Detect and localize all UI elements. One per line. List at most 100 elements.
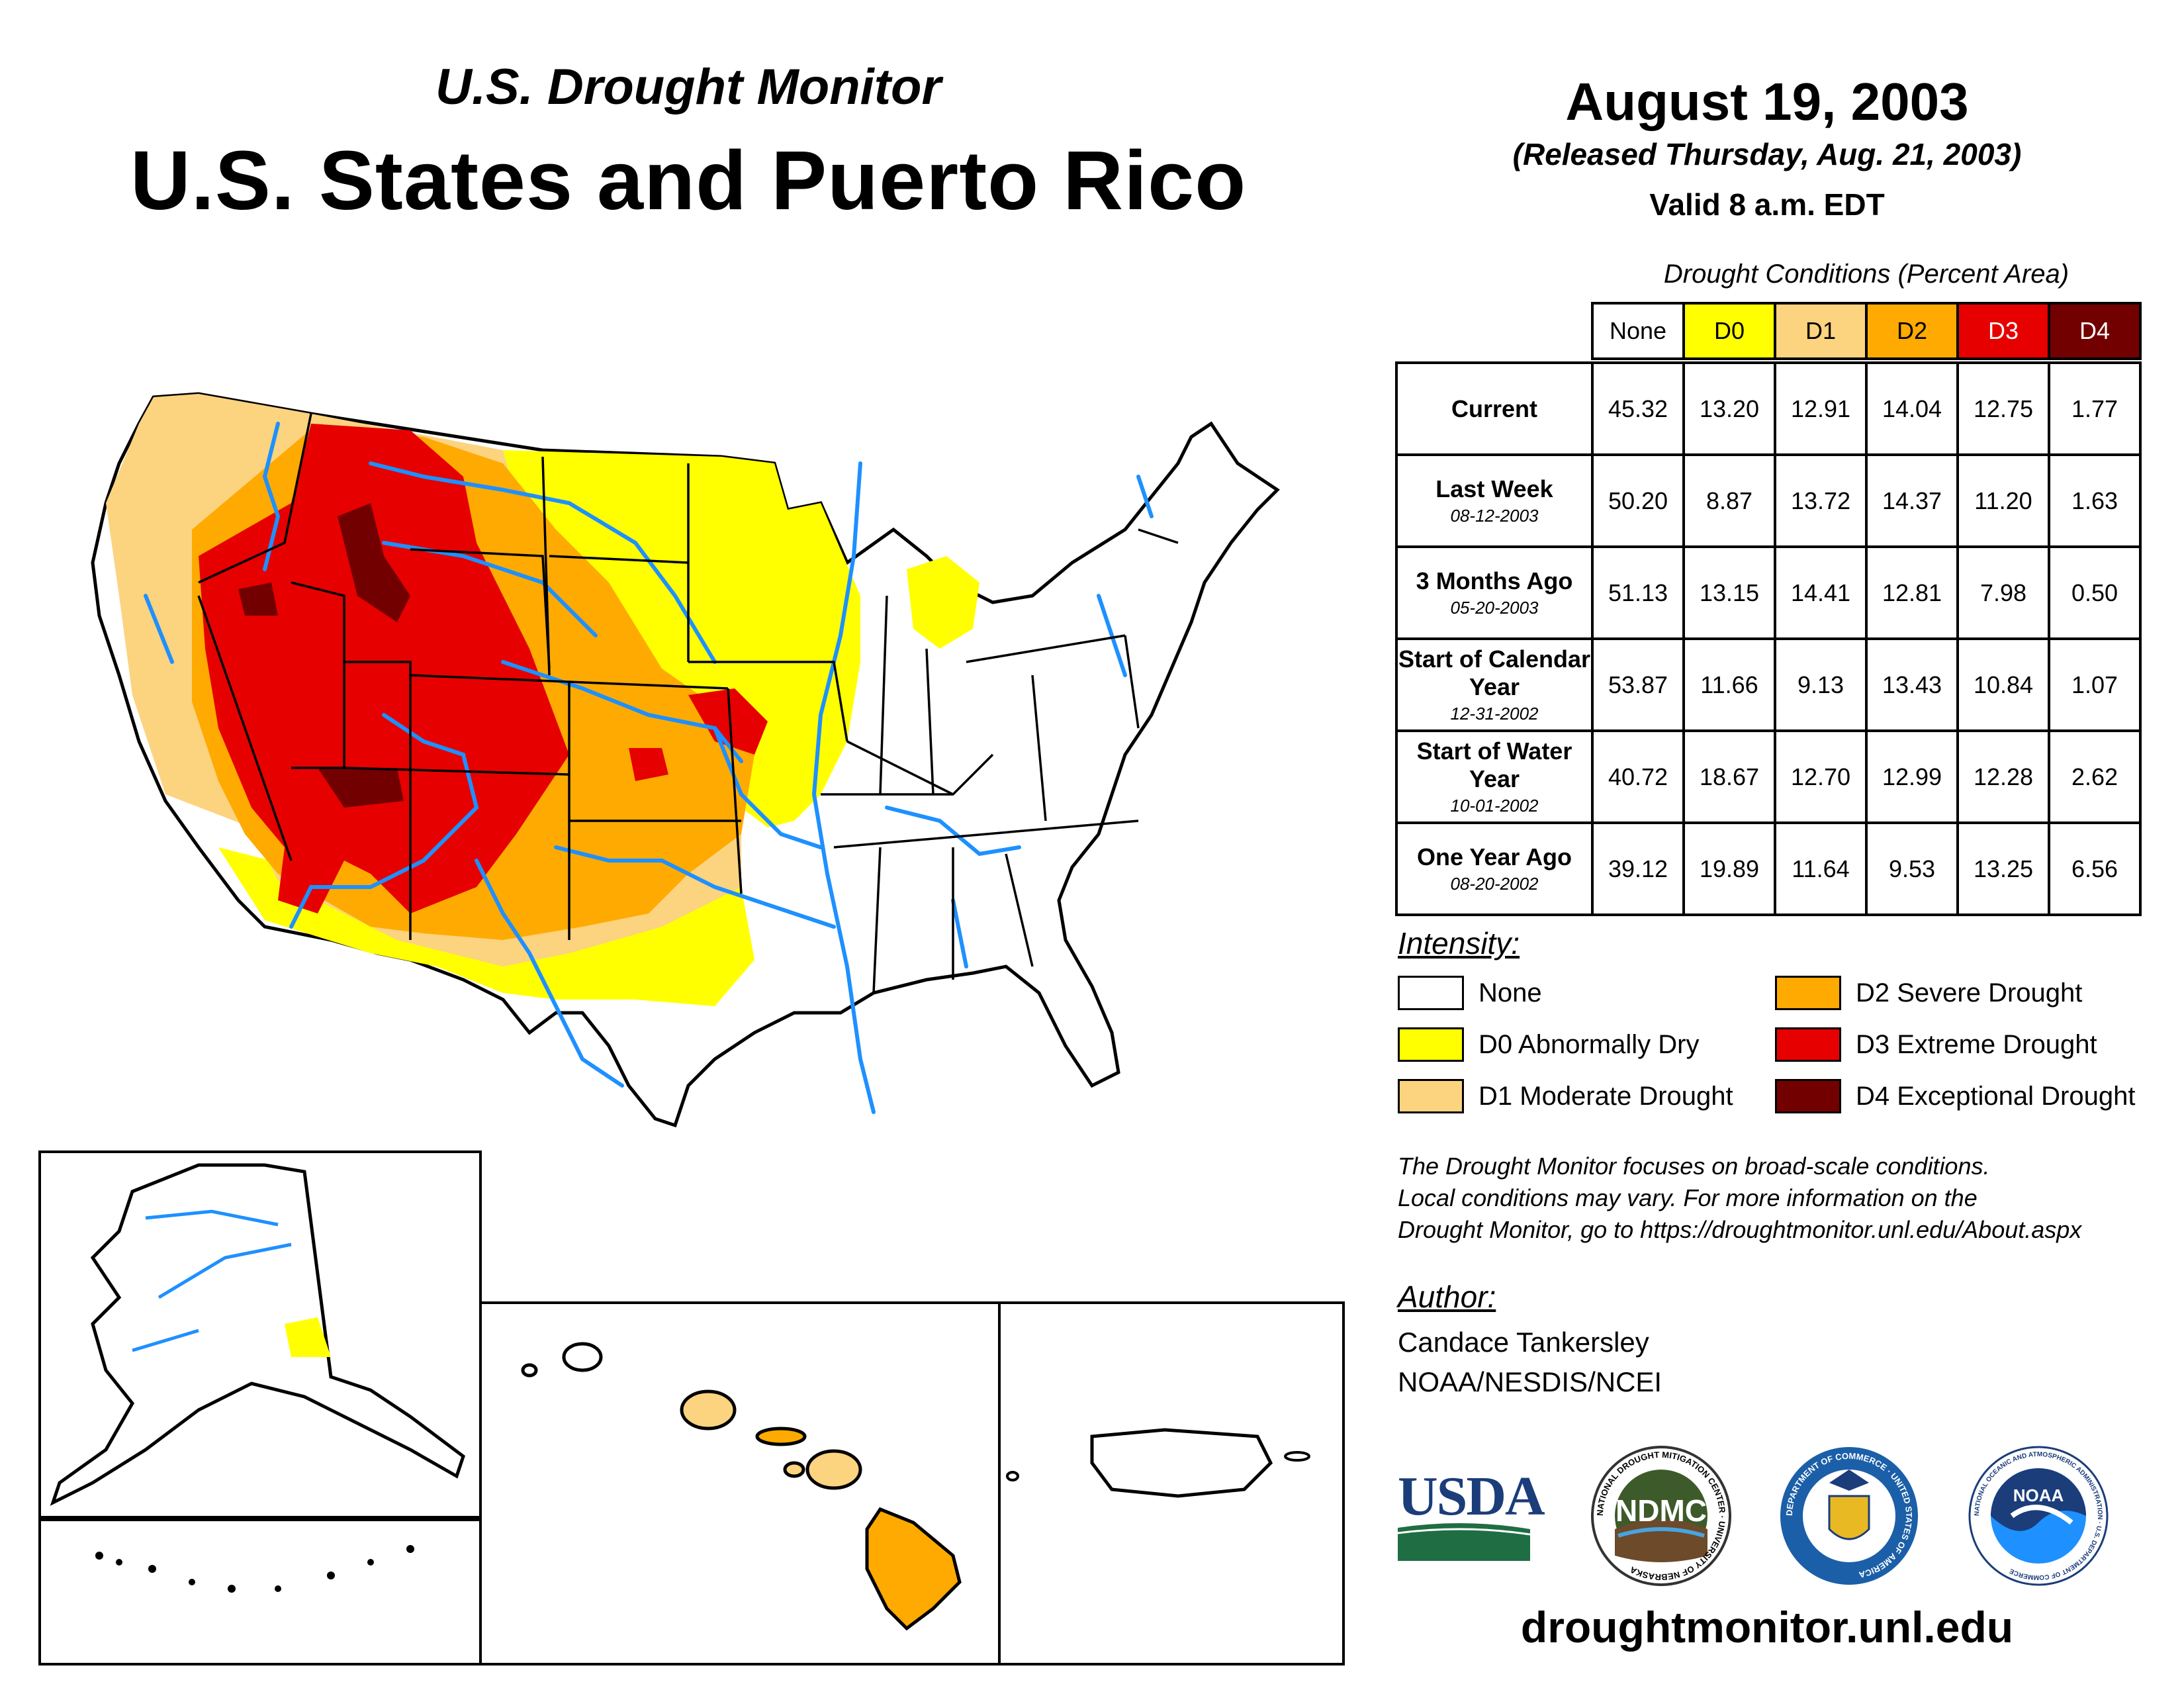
table-cell: 13.15: [1682, 545, 1776, 640]
table-cell: 18.67: [1682, 729, 1776, 824]
row-label: 3 Months Ago 05-20-2003: [1395, 545, 1594, 640]
table-cell: 39.12: [1591, 821, 1685, 916]
table-cell: 1.77: [2048, 361, 2142, 456]
author-name: Candace Tankersley: [1398, 1327, 1649, 1358]
table-cell: 50.20: [1591, 453, 1685, 548]
col-header-none: None: [1591, 302, 1685, 360]
puerto-rico-shape: [1090, 1428, 1273, 1498]
swatch-d2: [1775, 976, 1841, 1010]
d3-zone-kansas-small: [629, 748, 668, 781]
table-cell: 12.91: [1774, 361, 1868, 456]
row-label: Start of Calendar Year 12-31-2002: [1395, 637, 1594, 732]
map-subtitle: U.S. Drought Monitor: [435, 59, 942, 115]
col-header-d2: D2: [1865, 302, 1959, 360]
table-cell: 10.84: [1956, 637, 2050, 732]
table-row: Start of Water Year 10-01-2002 40.72 18.67…: [1395, 729, 2142, 824]
d4-zone-utah-arizona: [318, 768, 404, 808]
col-header-d0: D0: [1682, 302, 1776, 360]
swatch-d3: [1775, 1027, 1841, 1062]
table-cell: 14.37: [1865, 453, 1959, 548]
aleutian-islands: [95, 1545, 414, 1593]
table-cell: 13.43: [1865, 637, 1959, 732]
table-row: Last Week 08-12-2003 50.20 8.87 13.72 14.37…: [1395, 453, 2142, 548]
table-cell: 45.32: [1591, 361, 1685, 456]
swatch-d0: [1398, 1027, 1464, 1062]
table-cell: 11.64: [1774, 821, 1868, 916]
state-lines: [197, 413, 1179, 994]
commerce-logo: DEPARTMENT OF COMMERCE · UNITED STATES O…: [1780, 1447, 1918, 1585]
noaa-logo: NOAA NATIONAL OCEANIC AND ATMOSPHERIC AD…: [1968, 1446, 2109, 1586]
drought-map: [38, 392, 1345, 1665]
d0-zone-north-plains: [503, 450, 860, 827]
author-title: Author:: [1398, 1280, 1496, 1314]
table-cell: 2.62: [2048, 729, 2142, 824]
table-cell: 14.04: [1865, 361, 1959, 456]
d4-zone-idaho-montana: [338, 503, 410, 622]
rivers: [144, 422, 1154, 1114]
aleutian-inset: [38, 1519, 482, 1665]
row-label: Start of Water Year 10-01-2002: [1395, 729, 1594, 824]
alaska-shape: [50, 1163, 465, 1506]
row-label: Last Week 08-12-2003: [1395, 453, 1594, 548]
table-cell: 12.81: [1865, 545, 1959, 640]
table-cell: 9.53: [1865, 821, 1959, 916]
alaska-d0: [285, 1317, 331, 1357]
table-cell: 53.87: [1591, 637, 1685, 732]
col-header-d3: D3: [1956, 302, 2050, 360]
website-url[interactable]: droughtmonitor.unl.edu: [1520, 1603, 2014, 1652]
col-header-d1: D1: [1774, 302, 1868, 360]
table-cell: 13.25: [1956, 821, 2050, 916]
d3-zone-rockies: [199, 424, 569, 914]
swatch-d1: [1398, 1079, 1464, 1113]
table-cell: 51.13: [1591, 545, 1685, 640]
svg-text:NDMC: NDMC: [1615, 1493, 1707, 1528]
legend-item-d2: D2 Severe Drought: [1775, 976, 2082, 1010]
swatch-d4: [1775, 1079, 1841, 1113]
drought-conditions-table: None D0 D1 D2 D3 D4 Current 45.32 13.20 1…: [1395, 302, 2142, 916]
legend-title: Intensity:: [1398, 926, 1520, 961]
legend-item-none: None: [1398, 976, 1542, 1010]
table-row: Start of Calendar Year 12-31-2002 53.87 11…: [1395, 637, 2142, 732]
table-caption: Drought Conditions (Percent Area): [1663, 259, 2070, 289]
table-row: 3 Months Ago 05-20-2003 51.13 13.15 14.41 1…: [1395, 545, 2142, 640]
table-cell: 7.98: [1956, 545, 2050, 640]
table-cell: 40.72: [1591, 729, 1685, 824]
table-cell: 0.50: [2048, 545, 2142, 640]
table-cell: 14.41: [1774, 545, 1868, 640]
table-cell: 12.28: [1956, 729, 2050, 824]
table-cell: 6.56: [2048, 821, 2142, 916]
hawaii-islands: [521, 1342, 962, 1631]
legend-item-d4: D4 Exceptional Drought: [1775, 1079, 2135, 1113]
table-cell: 11.20: [1956, 453, 2050, 548]
d0-zone-michigan: [907, 556, 979, 649]
row-label: Current: [1395, 361, 1594, 456]
legend-item-d1: D1 Moderate Drought: [1398, 1079, 1733, 1113]
table-cell: 8.87: [1682, 453, 1776, 548]
table-cell: 12.70: [1774, 729, 1868, 824]
author-org: NOAA/NESDIS/NCEI: [1398, 1366, 1662, 1397]
table-cell: 11.66: [1682, 637, 1776, 732]
table-row: Current 45.32 13.20 12.91 14.04 12.75 1.77: [1395, 361, 2142, 456]
valid-time: Valid 8 a.m. EDT: [1649, 187, 1885, 222]
table-row: One Year Ago 08-20-2002 39.12 19.89 11.64 9…: [1395, 821, 2142, 916]
table-cell: 13.72: [1774, 453, 1868, 548]
table-cell: 12.75: [1956, 361, 2050, 456]
d3-zone-kansas: [688, 688, 768, 755]
disclaimer-note: The Drought Monitor focuses on broad-sca…: [1398, 1152, 2082, 1243]
row-label: One Year Ago 08-20-2002: [1395, 821, 1594, 916]
release-date: (Released Thursday, Aug. 21, 2003): [1512, 137, 2022, 171]
ndmc-logo: NDMC NATIONAL DROUGHT MITIGATION CENTER …: [1591, 1446, 1731, 1586]
table-cell: 12.99: [1865, 729, 1959, 824]
d4-zone-nevada: [238, 583, 278, 616]
legend-item-d0: D0 Abnormally Dry: [1398, 1027, 1699, 1062]
swatch-none: [1398, 976, 1464, 1010]
legend-item-d3: D3 Extreme Drought: [1775, 1027, 2097, 1062]
table-cell: 1.63: [2048, 453, 2142, 548]
table-cell: 1.07: [2048, 637, 2142, 732]
table-cell: 19.89: [1682, 821, 1776, 916]
svg-text:NOAA: NOAA: [2013, 1485, 2064, 1505]
map-date: August 19, 2003: [1565, 72, 1969, 131]
usda-logo: USDA: [1398, 1464, 1545, 1564]
col-header-d4: D4: [2048, 302, 2142, 360]
map-title: U.S. States and Puerto Rico: [130, 134, 1247, 227]
